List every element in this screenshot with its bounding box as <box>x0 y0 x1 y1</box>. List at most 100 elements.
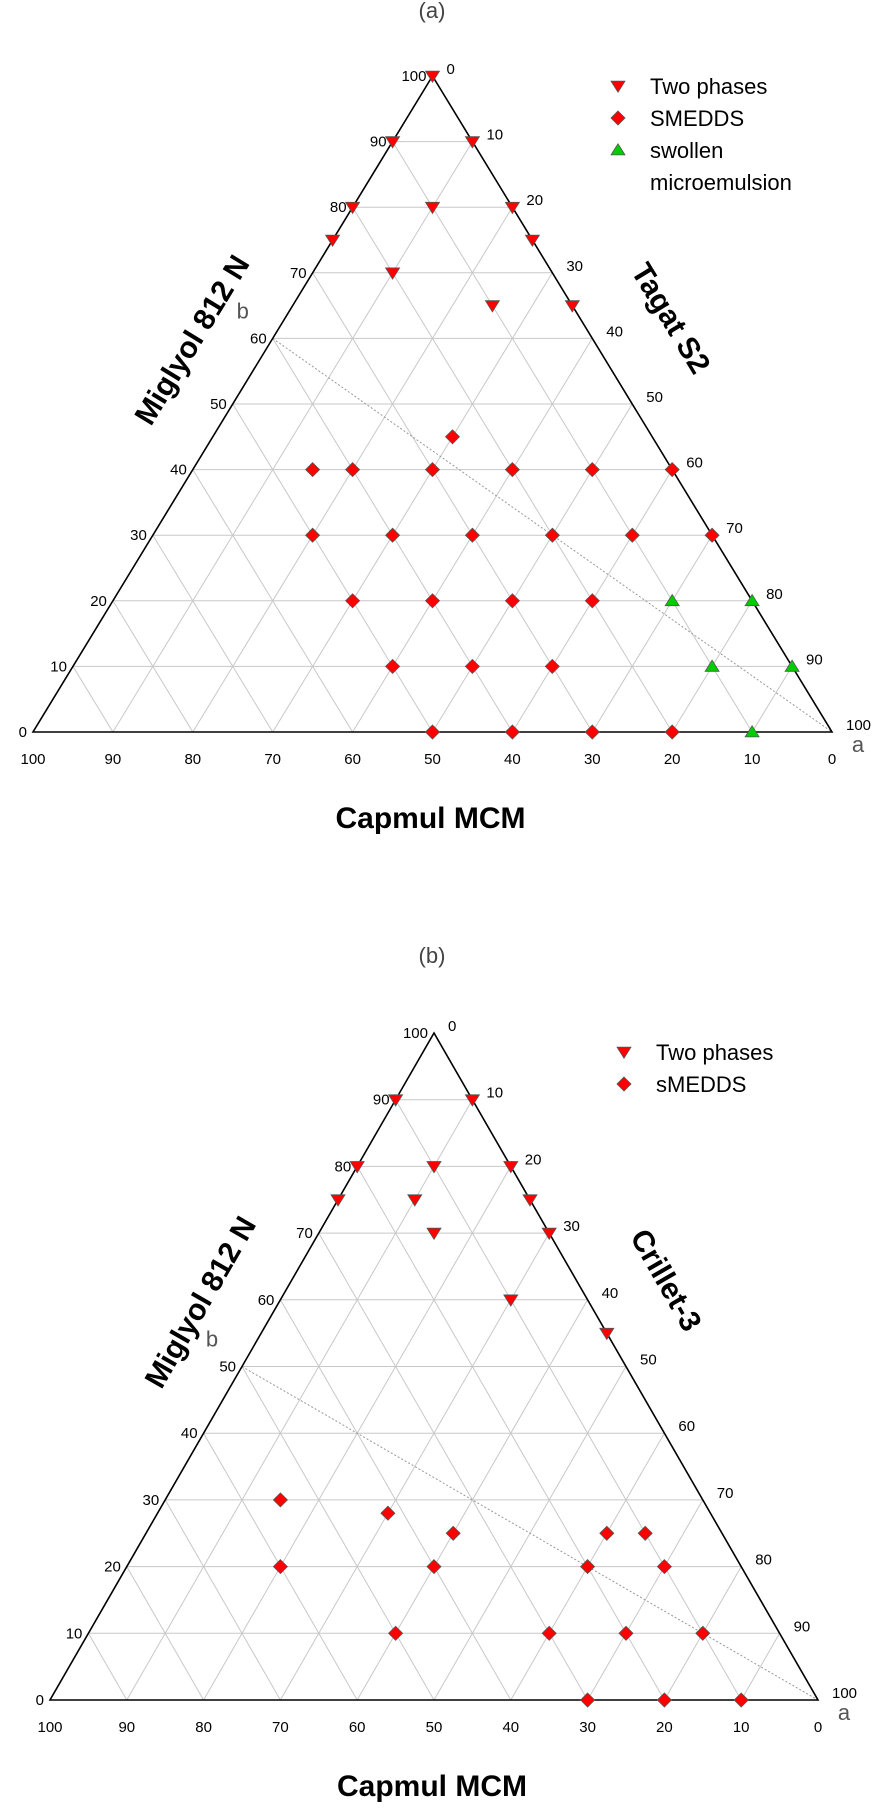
data-point <box>388 1625 404 1641</box>
data-point <box>564 300 581 313</box>
data-point <box>424 593 441 609</box>
data-point <box>426 1559 442 1575</box>
data-points <box>272 1094 749 1708</box>
right-tick-label: 40 <box>606 323 623 340</box>
data-point <box>424 462 441 478</box>
data-point <box>504 201 521 215</box>
left-tick-label: 60 <box>250 330 267 347</box>
data-point <box>272 1559 288 1575</box>
data-point <box>584 724 600 740</box>
left-tick-label: 30 <box>143 1492 160 1509</box>
data-point <box>637 1525 653 1541</box>
legend-marker <box>610 80 626 94</box>
data-point <box>324 234 341 248</box>
data-point <box>380 1505 396 1521</box>
data-point <box>744 724 760 738</box>
grid-line <box>591 534 713 733</box>
right-tick-label: 60 <box>678 1418 695 1435</box>
corner-label-b: b <box>206 1327 218 1352</box>
bottom-tick-label: 10 <box>744 751 761 768</box>
grid-line <box>126 1099 473 1701</box>
left-tick-label: 0 <box>36 1692 44 1709</box>
data-point <box>664 462 680 478</box>
panel-label: (b) <box>419 943 446 968</box>
data-point <box>407 1194 423 1207</box>
data-point <box>624 527 640 543</box>
left-tick-label: 60 <box>258 1292 275 1309</box>
grid-line <box>152 534 274 733</box>
grid-line <box>318 1232 589 1701</box>
grid-line <box>112 141 473 733</box>
corner-label-a: a <box>852 732 865 757</box>
legend: Two phases sMEDDS <box>616 1040 773 1097</box>
grid-line <box>87 1633 128 1701</box>
data-point <box>664 593 680 607</box>
right-tick-label: 20 <box>526 192 543 209</box>
right-axis-title: Tagat S2 <box>624 258 716 380</box>
bottom-axis-title: Capmul MCM <box>336 802 526 835</box>
data-point <box>464 136 481 149</box>
legend-marker <box>616 1076 632 1092</box>
grid-line <box>272 272 553 733</box>
data-point <box>384 136 401 149</box>
data-point <box>524 234 541 248</box>
data-point <box>385 527 401 543</box>
panel-label: (a) <box>419 0 446 23</box>
right-tick-label: 20 <box>525 1151 542 1168</box>
data-point <box>484 300 501 313</box>
data-point <box>744 593 760 607</box>
left-tick-label: 20 <box>104 1559 121 1576</box>
data-point <box>704 527 720 543</box>
grid-line <box>395 1099 742 1701</box>
data-point <box>522 1194 538 1207</box>
left-tick-label: 40 <box>181 1425 198 1442</box>
data-point <box>599 1327 615 1341</box>
grid-line <box>740 1633 781 1701</box>
left-tick-label: 90 <box>370 134 387 151</box>
data-points <box>305 70 800 740</box>
bottom-tick-label: 30 <box>584 751 601 768</box>
right-tick-label: 70 <box>717 1485 734 1502</box>
data-point <box>345 462 361 478</box>
data-point <box>580 1559 596 1575</box>
grid-line <box>279 1232 550 1701</box>
bottom-tick-label: 90 <box>118 1719 135 1736</box>
legend-marker <box>610 142 626 156</box>
dilution-line <box>241 1366 819 1701</box>
corner-label-b: b <box>237 298 249 323</box>
corner-label-a: a <box>838 1700 851 1725</box>
left-tick-label: 10 <box>50 658 67 675</box>
data-point <box>272 1492 288 1508</box>
legend-marker <box>616 1046 632 1060</box>
right-tick-label: 30 <box>566 258 583 275</box>
data-point <box>384 267 401 280</box>
bottom-tick-label: 0 <box>814 1719 822 1736</box>
right-tick-label: 80 <box>766 586 783 603</box>
bottom-tick-label: 90 <box>105 751 122 768</box>
left-tick-label: 50 <box>219 1359 236 1376</box>
right-tick-label: 80 <box>755 1552 772 1569</box>
legend-label: SMEDDS <box>650 106 744 131</box>
grid-line <box>192 469 354 733</box>
data-point <box>504 462 520 478</box>
left-tick-label: 50 <box>210 396 227 413</box>
right-tick-label: 90 <box>794 1618 811 1635</box>
data-point <box>385 658 401 674</box>
grid-line <box>72 666 114 733</box>
bottom-tick-label: 80 <box>195 1719 212 1736</box>
left-tick-label: 70 <box>296 1225 313 1242</box>
grid-line <box>112 600 194 733</box>
right-tick-label: 90 <box>806 651 823 668</box>
left-tick-label: 40 <box>170 462 187 479</box>
grid-line <box>126 1566 205 1701</box>
bottom-tick-label: 80 <box>184 751 201 768</box>
left-tick-label: 80 <box>335 1158 352 1175</box>
data-point <box>580 1692 596 1708</box>
bottom-tick-label: 60 <box>349 1719 366 1736</box>
bottom-tick-label: 40 <box>504 751 521 768</box>
bottom-axis-title: Capmul MCM <box>337 1770 527 1803</box>
right-tick-label: 40 <box>602 1285 619 1302</box>
